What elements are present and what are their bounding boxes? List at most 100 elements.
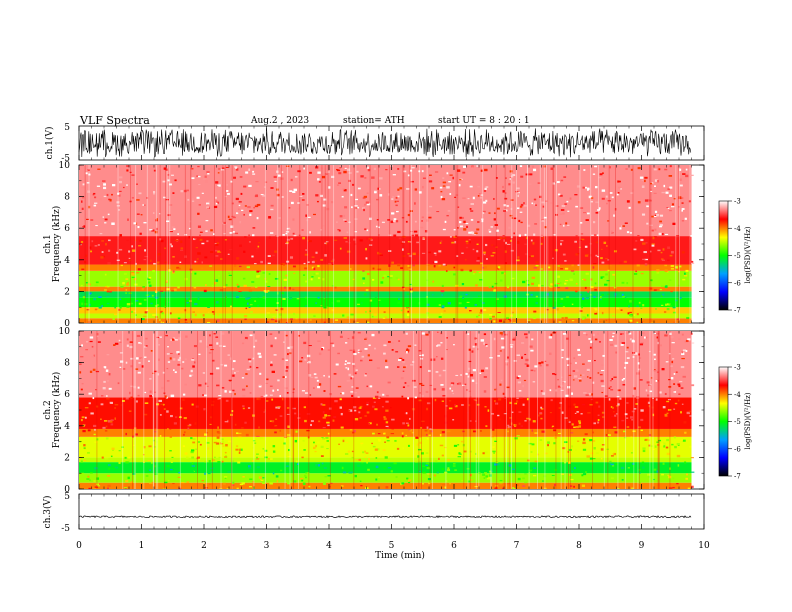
spectrogram-speckle — [192, 365, 195, 368]
spectrogram-speckle — [155, 290, 158, 293]
spectrogram-speckle — [683, 272, 686, 275]
spectrogram-speckle — [667, 409, 672, 411]
spectrogram-speckle — [130, 365, 133, 368]
spectrogram-speckle — [182, 398, 185, 401]
spectrogram-speckle — [519, 165, 523, 168]
spectrogram-speckle — [648, 475, 651, 478]
spectrogram-speckle — [450, 466, 453, 469]
spectrogram-speckle — [593, 447, 596, 450]
spectrogram-speckle — [530, 349, 534, 352]
spectrogram-speckle — [600, 276, 603, 279]
spectrogram-speckle — [89, 303, 91, 306]
spectrogram-speckle — [569, 278, 573, 282]
spectrogram-speckle — [447, 458, 450, 461]
spectrogram-speckle — [585, 471, 587, 474]
spectrogram-speckle — [223, 221, 226, 224]
spectrogram-speckle — [474, 337, 477, 340]
spectrogram-speckle — [484, 406, 487, 408]
spectrogram-band — [79, 286, 692, 292]
spectrogram-speckle — [671, 205, 675, 208]
spectrogram-speckle — [343, 189, 347, 192]
spectrogram-ytick-label: 4 — [64, 256, 70, 266]
spectrogram-speckle — [335, 363, 339, 366]
spectrogram-speckle — [594, 311, 597, 313]
spectrogram-speckle — [469, 310, 472, 312]
spectrogram-speckle — [674, 402, 678, 405]
spectrogram-speckle — [668, 487, 673, 489]
spectrogram-speckle — [681, 352, 685, 355]
spectrogram-speckle — [87, 429, 91, 432]
spectrogram-speckle — [680, 387, 684, 389]
spectrogram-speckle — [603, 241, 607, 245]
spectrogram-speckle — [87, 283, 91, 286]
spectrogram-speckle — [128, 257, 131, 259]
spectrogram-speckle — [426, 296, 428, 299]
ch3-waveform-trace — [78, 515, 692, 519]
spectrogram-speckle — [218, 456, 222, 459]
spectrogram-speckle — [649, 199, 652, 202]
spectrogram-speckle — [107, 484, 111, 487]
spectrogram-speckle — [362, 319, 366, 322]
spectrogram-speckle — [405, 349, 410, 352]
spectrogram-speckle — [550, 283, 554, 286]
spectrogram-speckle — [392, 174, 396, 176]
spectrogram-speckle — [418, 191, 422, 194]
spectrogram-speckle — [108, 291, 112, 293]
spectrogram-speckle — [187, 425, 191, 427]
spectrogram-speckle — [652, 413, 655, 417]
spectrogram-speckle — [424, 219, 427, 221]
spectrogram-speckle — [502, 487, 504, 489]
spectrogram-speckle — [417, 448, 422, 451]
spectrogram-speckle — [524, 481, 528, 484]
spectrogram-speckle — [636, 372, 640, 375]
spectrogram-speckle — [691, 262, 695, 264]
spectrogram-speckle — [495, 486, 498, 489]
spectrogram-speckle — [86, 182, 90, 184]
spectrogram-speckle — [251, 286, 255, 289]
spectrogram-speckle — [282, 341, 285, 343]
spectrogram-speckle — [381, 393, 385, 396]
spectrogram-speckle — [663, 445, 666, 448]
spectrogram-speckle — [215, 336, 219, 338]
spectrogram-speckle — [320, 455, 324, 457]
spectrogram-speckle — [472, 430, 477, 433]
spectrogram-speckle — [561, 356, 564, 359]
spectrogram-speckle — [309, 231, 311, 234]
spectrogram-speckle — [214, 249, 218, 252]
spectrogram-speckle — [449, 193, 452, 195]
spectrogram-speckle — [410, 180, 415, 183]
spectrogram-speckle — [531, 276, 536, 279]
spectrogram-speckle — [313, 373, 317, 375]
spectrogram-speckle — [282, 234, 285, 236]
spectrogram-speckle — [537, 453, 540, 456]
spectrogram-speckle — [366, 461, 368, 464]
spectrogram-speckle — [427, 211, 431, 214]
spectrogram-speckle — [414, 396, 417, 399]
spectrogram-speckle — [647, 199, 651, 202]
spectrogram-speckle — [645, 389, 648, 392]
spectrogram-speckle — [279, 415, 283, 417]
time-axis-label: Time (min) — [375, 550, 425, 561]
spectrogram-speckle — [232, 360, 236, 363]
ch2-spectrogram-ylabel-channel: ch.2 — [43, 400, 53, 419]
spectrogram-speckle — [303, 167, 305, 170]
spectrogram-speckle — [263, 395, 267, 397]
spectrogram-speckle — [420, 452, 424, 455]
spectrogram-speckle — [402, 235, 406, 238]
spectrogram-speckle — [490, 397, 493, 399]
spectrogram-speckle — [387, 467, 392, 469]
spectrogram-speckle — [306, 204, 309, 206]
spectrogram-speckle — [229, 380, 232, 382]
spectrogram-speckle — [133, 222, 137, 225]
spectrogram-speckle — [429, 174, 432, 176]
spectrogram-speckle — [428, 180, 433, 183]
spectrogram-speckle — [517, 473, 521, 475]
spectrogram-speckle — [573, 272, 575, 275]
spectrogram-speckle — [397, 230, 401, 234]
spectrogram-speckle — [301, 390, 305, 392]
spectrogram-speckle — [506, 386, 510, 389]
spectrogram-speckle — [81, 197, 85, 199]
spectrogram-speckle — [119, 180, 122, 184]
spectrogram-speckle — [303, 406, 307, 409]
spectrogram-speckle — [238, 201, 242, 203]
